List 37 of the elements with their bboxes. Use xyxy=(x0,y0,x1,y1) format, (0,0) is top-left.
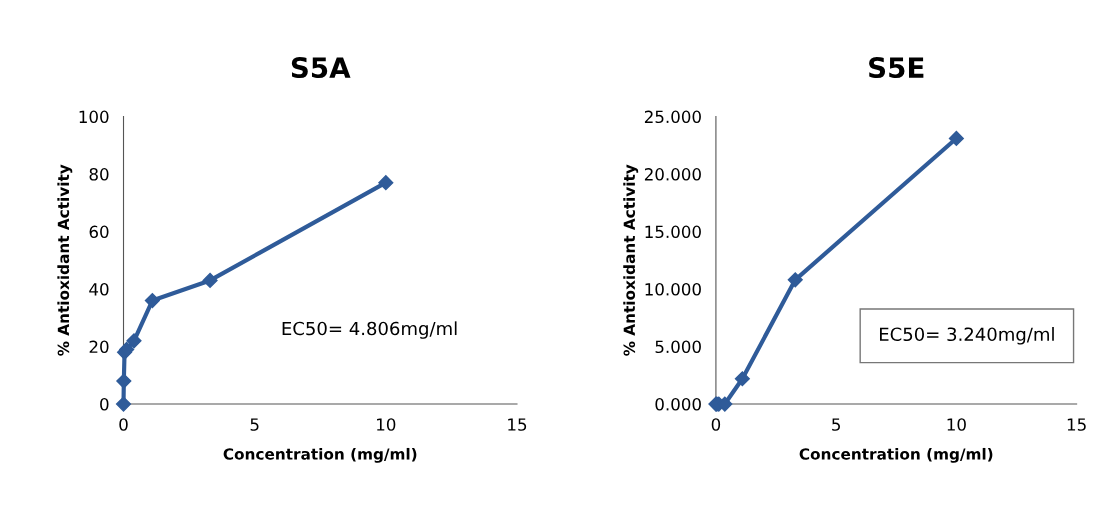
x-tick-label: 10 xyxy=(377,418,396,431)
point xyxy=(378,175,394,191)
point xyxy=(734,371,750,387)
y-axis-title: % Antioxidant Activity xyxy=(623,164,639,356)
annotation: EC50= 3.240mg/ml xyxy=(880,327,1054,345)
point xyxy=(202,272,218,288)
y-tick-label: 0.000 xyxy=(655,398,701,411)
x-axis-title: Concentration (mg/ml) xyxy=(223,447,417,463)
point xyxy=(787,272,803,288)
y-tick-label: 20 xyxy=(89,340,109,354)
y-tick-label: 80 xyxy=(89,168,109,181)
x-tick-label: 5 xyxy=(250,418,259,431)
chart-title: S5E xyxy=(869,57,924,79)
x-tick-label: 0 xyxy=(119,418,128,431)
y-tick-label: 60 xyxy=(89,225,109,239)
y-tick-label: 0 xyxy=(100,398,109,411)
x-tick-label: 15 xyxy=(1067,418,1086,431)
point xyxy=(144,292,160,309)
x-tick-label: 10 xyxy=(947,418,966,431)
x-tick-label: 15 xyxy=(508,418,527,431)
y-tick-label: 40 xyxy=(89,283,109,296)
point xyxy=(126,333,142,349)
chart-title: S5A xyxy=(291,57,351,79)
x-tick-label: 0 xyxy=(711,418,721,431)
y-tick-label: 20.000 xyxy=(644,168,701,181)
x-axis-title: Concentration (mg/ml) xyxy=(799,447,993,463)
x-tick-label: 5 xyxy=(832,418,840,431)
annotation: EC50= 4.806mg/ml xyxy=(282,321,457,339)
point xyxy=(116,373,132,389)
y-tick-label: 25.000 xyxy=(644,110,701,124)
y-axis-title: % Antioxidant Activity xyxy=(57,164,73,356)
y-tick-label: 10.000 xyxy=(645,283,701,296)
y-tick-label: 100 xyxy=(79,110,109,124)
point xyxy=(948,130,964,146)
y-tick-label: 5.000 xyxy=(655,340,701,354)
point xyxy=(115,396,132,412)
y-tick-label: 15.000 xyxy=(645,225,701,239)
